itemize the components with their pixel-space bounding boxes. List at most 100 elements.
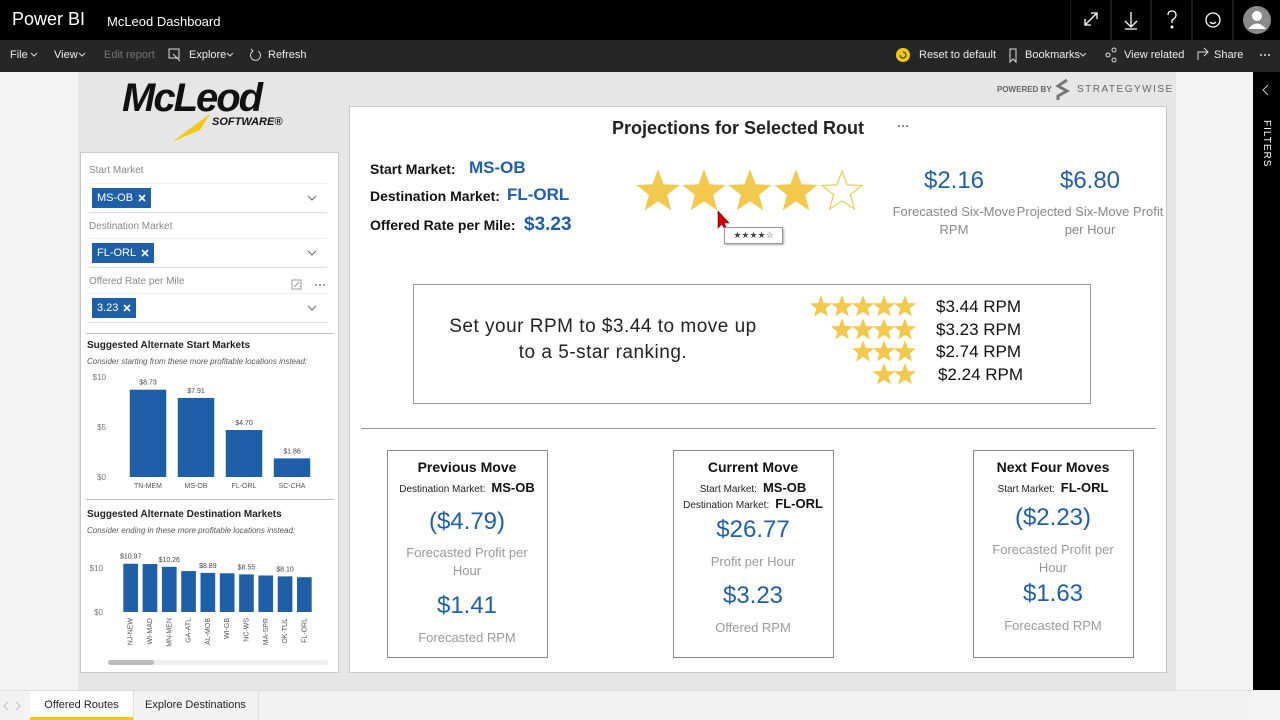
data-label: $8.10 — [276, 566, 294, 573]
tier-star — [872, 318, 896, 340]
metric-value: $1.41 — [436, 592, 498, 619]
detail-value: FL-ORL — [507, 185, 570, 204]
menu-item[interactable]: Reset to default — [919, 49, 997, 61]
filter-dropdown[interactable]: 3.23 — [89, 293, 327, 323]
rating-star — [820, 169, 864, 211]
tier-star — [851, 318, 875, 340]
page-tab[interactable]: Offered Routes — [30, 691, 134, 720]
selected-chip[interactable]: MS-OB — [92, 188, 152, 208]
dropdown-chevron[interactable] — [307, 305, 317, 311]
visual-header-icons[interactable] — [288, 278, 328, 292]
kpi-value: $2.16 — [923, 167, 985, 194]
field-value: FL-ORL — [1060, 480, 1109, 495]
chip-value: MS-OB — [97, 192, 134, 204]
x-tick-label: WI-GB — [224, 618, 231, 639]
detail-label: Offered Rate per Mile: — [370, 217, 516, 233]
x-tick-label: WI-MAD — [147, 618, 154, 644]
bar — [273, 458, 311, 477]
tier-rpm: $3.23 RPM — [936, 320, 1022, 339]
data-label: $8.73 — [139, 380, 157, 387]
logo-swoosh — [172, 114, 210, 142]
filter-label: Destination Market — [89, 221, 173, 232]
bar — [258, 575, 274, 612]
tier-star — [809, 295, 833, 317]
tier-rpm: $2.24 RPM — [938, 365, 1024, 384]
metric-value: $3.23 — [722, 582, 784, 609]
chart-subtitle: Consider ending in these more profitable… — [87, 526, 296, 535]
chip-remove[interactable] — [138, 194, 146, 202]
metric-label: Forecasted RPM — [418, 630, 516, 645]
filter-label: Offered Rate per Mile — [89, 276, 185, 287]
x-tick-label: OK-TUL — [282, 618, 289, 644]
bar — [200, 572, 216, 612]
tier-star — [893, 295, 917, 317]
data-label: $1.86 — [283, 448, 301, 455]
report-name: McLeod Dashboard — [107, 14, 221, 29]
scrollbar-track[interactable] — [108, 660, 328, 665]
chip-remove[interactable] — [141, 249, 149, 257]
recommendation-box — [413, 284, 1091, 404]
tier-star — [893, 318, 917, 340]
kpi-value: $6.80 — [1059, 167, 1121, 194]
card-field: Start Market: MS-OB — [673, 479, 833, 497]
rating-star — [636, 169, 680, 211]
x-tick-label: FL-ORL — [232, 483, 257, 490]
scrollbar-thumb[interactable] — [108, 660, 154, 665]
selected-chip[interactable]: 3.23 — [92, 298, 137, 318]
x-tick-label: AL-MOB — [205, 618, 212, 645]
menu-item[interactable]: Share — [1214, 49, 1244, 61]
menu-item[interactable]: View — [54, 49, 78, 61]
data-label: $10.97 — [120, 554, 142, 561]
menu-item[interactable]: Refresh — [268, 49, 307, 61]
page-tabs: Offered Routes Explore Destinations — [0, 690, 1253, 720]
projection-title: Projections for Selected Rout — [612, 118, 865, 138]
bar — [239, 574, 254, 612]
menu-item: Edit report — [104, 49, 155, 61]
menu-item[interactable]: Bookmarks — [1025, 49, 1081, 61]
bar — [277, 576, 293, 612]
data-label: $8.89 — [199, 563, 217, 570]
more-options[interactable] — [896, 122, 912, 130]
filters-pane-label: FILTERS — [1261, 120, 1272, 168]
x-tick-label: MS-OB — [185, 483, 208, 490]
kpi-label: Projected Six-Move Profit per Hour — [1016, 204, 1164, 237]
divider — [86, 499, 334, 500]
field-value: FL-ORL — [775, 496, 823, 511]
menu-item[interactable]: View related — [1124, 49, 1185, 61]
data-label: $10.26 — [159, 557, 181, 564]
expand-icon[interactable] — [1261, 84, 1271, 96]
page-tab[interactable]: Explore Destinations — [133, 691, 259, 720]
chip-remove[interactable] — [123, 304, 131, 312]
move-card — [387, 450, 548, 658]
tier-rpm: $3.44 RPM — [936, 297, 1022, 316]
metric-value: ($4.79) — [428, 508, 506, 535]
tier-star — [830, 318, 854, 340]
bar — [161, 566, 177, 612]
filters-pane[interactable]: FILTERS — [1253, 72, 1280, 690]
menu-item[interactable]: File — [10, 49, 28, 61]
app-bar-icons[interactable] — [1070, 0, 1280, 40]
rating-tooltip: ★★★★☆ — [724, 227, 783, 244]
bar — [123, 563, 138, 612]
metric-label: Offered RPM — [715, 620, 791, 635]
product-name: Power BI — [12, 9, 86, 29]
selected-chip[interactable]: FL-ORL — [92, 243, 155, 263]
menu-item[interactable]: Explore — [189, 49, 227, 61]
tier-star — [872, 295, 896, 317]
data-label: $7.91 — [187, 388, 205, 395]
move-card — [673, 450, 834, 658]
filter-label: Start Market — [89, 165, 144, 176]
metric-value: $26.77 — [716, 516, 790, 543]
filter-dropdown[interactable]: MS-OB — [89, 183, 327, 213]
y-tick-label: $10 — [93, 373, 107, 382]
bar — [129, 389, 167, 477]
filter-dropdown[interactable]: FL-ORL — [89, 238, 327, 268]
menu-icons — [30, 47, 1270, 64]
dropdown-chevron[interactable] — [307, 250, 317, 256]
kpi-label: Forecasted Six-Move RPM — [892, 204, 1016, 237]
tier-star — [851, 340, 875, 362]
field-label: Start Market: — [699, 484, 757, 495]
dropdown-chevron[interactable] — [307, 195, 317, 201]
divider — [86, 333, 334, 334]
tab-scroll[interactable] — [2, 701, 24, 711]
